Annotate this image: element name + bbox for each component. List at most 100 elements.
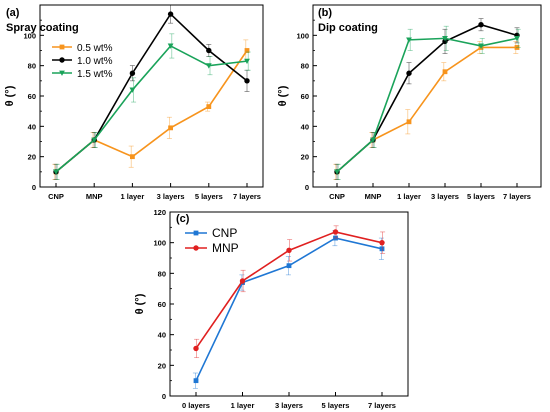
panel-label: (c) [176, 213, 190, 225]
legend-marker [59, 44, 65, 50]
y-tick-label: 100 [153, 239, 166, 248]
series-2 [53, 4, 250, 180]
x-tick-label: 0 layers [182, 401, 210, 410]
x-tick-label: 1 layer [397, 192, 421, 201]
data-point [244, 58, 250, 65]
x-tick-label: 1 layer [121, 192, 145, 201]
data-point [206, 104, 212, 110]
data-point [193, 378, 199, 384]
x-tick-label: 5 layers [467, 192, 495, 201]
x-tick-label: CNP [48, 192, 64, 201]
y-tick-label: 20 [28, 153, 36, 162]
y-tick-label: 40 [301, 122, 309, 131]
data-point [442, 69, 448, 75]
data-point [406, 70, 412, 76]
y-tick-label: 0 [162, 392, 166, 401]
data-point [286, 263, 292, 269]
y-tick-label: 0 [305, 183, 309, 192]
data-point [130, 154, 135, 160]
data-point [129, 70, 136, 76]
data-point [478, 22, 484, 28]
data-point [205, 63, 212, 69]
y-tick-label: 20 [158, 361, 166, 370]
x-tick-label: CNP [329, 192, 345, 201]
panel-label: (a) [6, 7, 20, 19]
y-tick-label: 80 [28, 62, 36, 71]
data-point [286, 247, 292, 254]
x-tick-label: 7 layers [368, 401, 396, 410]
data-point [53, 169, 59, 175]
series-3 [53, 33, 251, 180]
y-tick-label: 80 [158, 269, 166, 278]
legend-marker [193, 245, 199, 251]
data-point [514, 35, 520, 42]
data-point [239, 278, 246, 284]
y-tick-label: 20 [301, 153, 309, 162]
series-2 [193, 225, 386, 359]
y-axis-label: θ (°) [4, 85, 16, 106]
data-point [206, 47, 212, 54]
y-axis-label: θ (°) [134, 293, 146, 314]
data-point [129, 87, 136, 93]
y-tick-label: 120 [153, 208, 166, 217]
y-tick-label: 80 [301, 62, 309, 71]
x-tick-label: 5 layers [322, 401, 350, 410]
data-point [334, 169, 340, 175]
data-point [167, 11, 174, 17]
x-tick-label: 1 layer [231, 401, 255, 410]
x-tick-label: 7 layers [503, 192, 531, 201]
x-tick-label: 3 layers [431, 192, 459, 201]
data-point [370, 137, 376, 143]
panel-title: Spray coating [6, 22, 79, 34]
chart-panel-1: 0 20 40 60 80 100 CNP MNP 1 layer 3 layers 5 layer… [4, 4, 264, 201]
legend-label: MNP [212, 241, 239, 255]
x-tick-label: 5 layers [195, 192, 223, 201]
y-tick-label: 60 [28, 92, 36, 101]
series-3 [334, 25, 521, 180]
y-tick-label: 100 [296, 31, 309, 40]
series-2 [334, 18, 520, 180]
data-point [91, 137, 98, 143]
series-1 [333, 41, 520, 180]
panel-title: Dip coating [318, 22, 378, 34]
x-tick-label: 3 layers [157, 192, 185, 201]
series-line [55, 44, 248, 173]
y-tick-label: 60 [301, 92, 309, 101]
data-point [244, 78, 250, 84]
legend-label: 0.5 wt% [77, 43, 113, 54]
data-point [442, 35, 448, 42]
legend-label: CNP [212, 226, 237, 240]
legend-label: 1.0 wt% [77, 56, 113, 67]
data-point [193, 345, 199, 352]
legend-label: 1.5 wt% [77, 69, 113, 80]
y-tick-label: 40 [28, 122, 36, 131]
y-tick-label: 60 [158, 300, 166, 309]
data-point [332, 229, 339, 235]
series-line [336, 37, 518, 173]
data-point [244, 48, 250, 53]
panel-label: (b) [318, 7, 332, 19]
legend-marker [59, 57, 65, 63]
x-tick-label: 7 layers [233, 192, 261, 201]
y-tick-label: 100 [23, 31, 36, 40]
y-axis-label: θ (°) [277, 85, 289, 106]
x-tick-label: MNP [365, 192, 382, 201]
data-point [478, 43, 484, 49]
data-point [406, 119, 412, 125]
data-point [168, 125, 173, 131]
data-point [167, 43, 174, 49]
y-tick-label: 40 [158, 331, 166, 340]
chart-panel-3: 0 20 40 60 80 100 120 0 layers 1 layer 3 layers 5 … [134, 208, 409, 410]
series-line [336, 46, 517, 173]
legend-marker [59, 70, 65, 76]
data-point [379, 239, 385, 246]
legend: 0.5 wt% 1.0 wt% 1.5 wt% [52, 43, 113, 80]
chart-panel-2: 0 20 40 60 80 100 CNP MNP 1 layer 3 layers 5 layer… [277, 4, 542, 201]
x-tick-label: MNP [86, 192, 103, 201]
x-tick-label: 3 layers [275, 401, 303, 410]
y-tick-label: 0 [32, 183, 36, 192]
data-point [379, 246, 385, 252]
legend-marker [193, 230, 199, 236]
